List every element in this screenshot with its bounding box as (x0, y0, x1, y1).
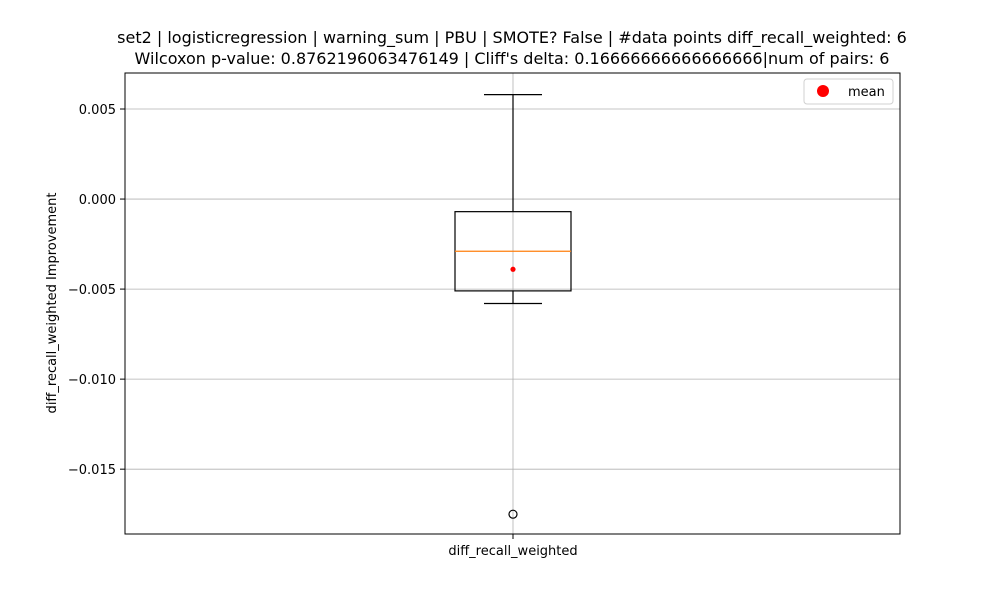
outlier-point (508, 509, 518, 519)
chart-title-line2: Wilcoxon p-value: 0.8762196063476149 | C… (135, 49, 890, 68)
legend: mean (803, 78, 894, 105)
chart-title-line1: set2 | logisticregression | warning_sum … (117, 28, 907, 48)
y-tick-label: 0.000 (79, 193, 116, 208)
mean-marker (510, 266, 516, 272)
legend-box (803, 78, 894, 105)
y-tick-label: −0.015 (68, 463, 116, 478)
y-axis-label: diff_recall_weighted Improvement (45, 193, 60, 414)
plot-frame (124, 72, 901, 535)
x-axis-ticks: diff_recall_weighted (448, 534, 578, 559)
x-tick-label: diff_recall_weighted (448, 544, 577, 559)
y-tick-label: −0.005 (68, 283, 116, 298)
legend-mean-label: mean (848, 85, 885, 100)
y-axis-ticks: 0.005 0.000 −0.005 −0.010 −0.015 (68, 103, 125, 478)
legend-mean-marker (817, 85, 829, 97)
y-tick-label: −0.010 (68, 373, 116, 388)
box-group (454, 94, 572, 519)
y-tick-label: 0.005 (79, 103, 116, 118)
